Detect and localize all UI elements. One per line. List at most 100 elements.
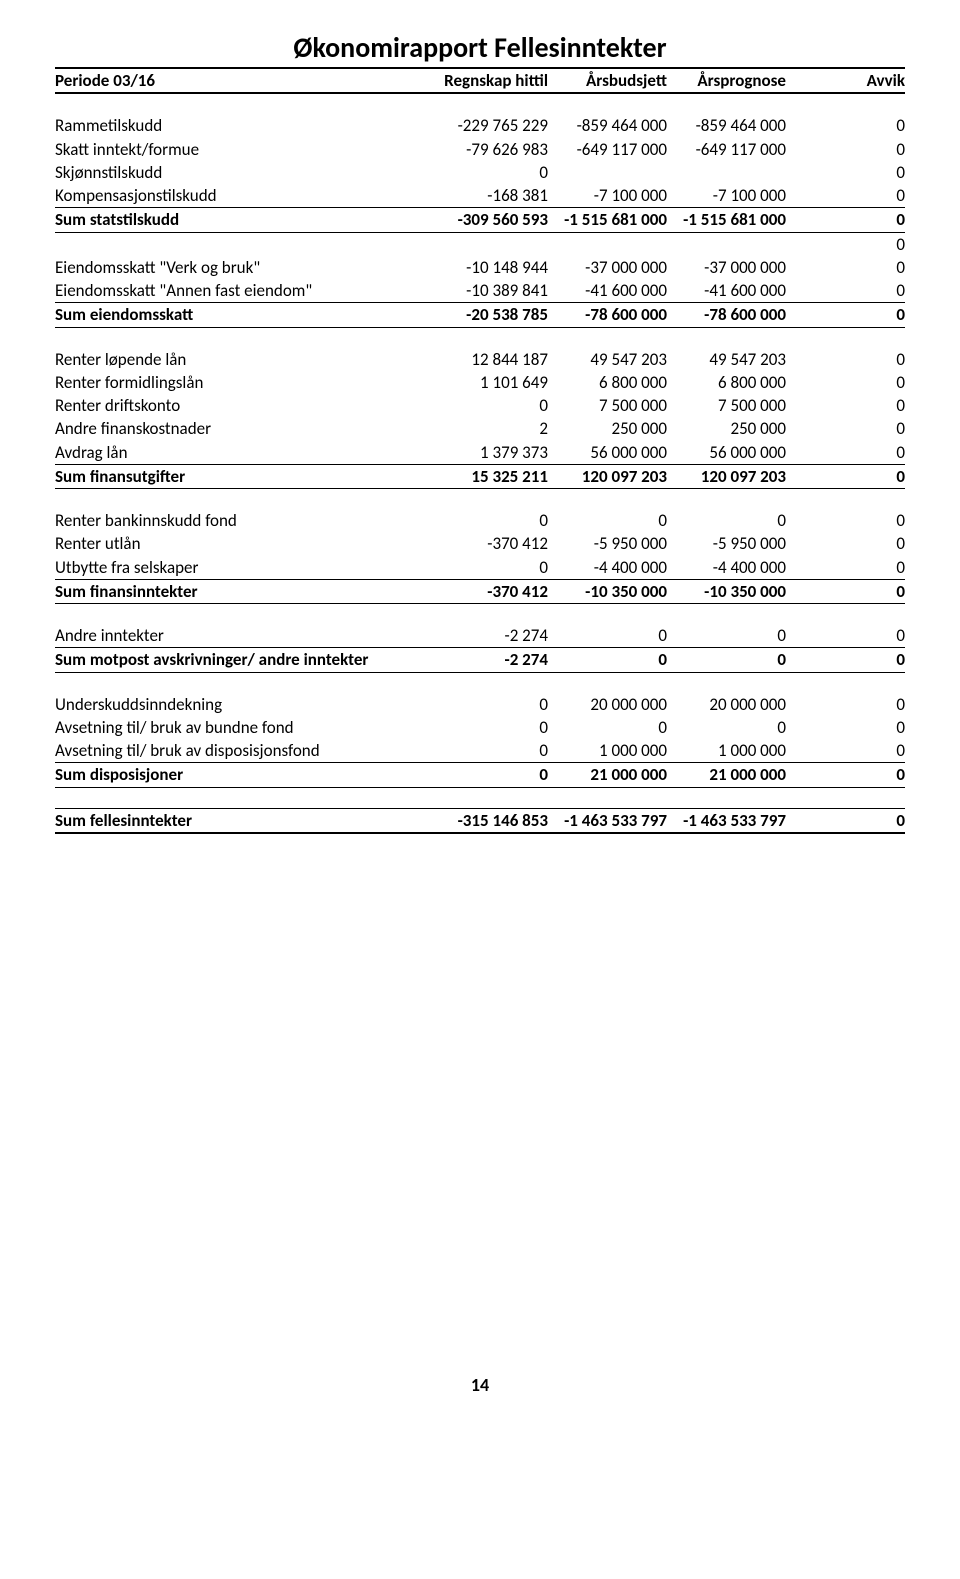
row-label: Andre inntekter: [55, 624, 429, 648]
cell: -649 117 000: [667, 138, 786, 161]
cell: 7 500 000: [667, 394, 786, 417]
financial-table: Periode 03/16 Regnskap hittil Årsbudsjet…: [55, 67, 905, 834]
cell: 6 800 000: [667, 371, 786, 394]
table-row: Eiendomsskatt "Annen fast eiendom" -10 3…: [55, 279, 905, 303]
sum-row: Sum finansutgifter 15 325 211 120 097 20…: [55, 464, 905, 488]
sum-row: Sum eiendomsskatt -20 538 785 -78 600 00…: [55, 303, 905, 327]
cell: 0: [786, 532, 905, 555]
cell: 0: [429, 693, 548, 716]
cell: -5 950 000: [667, 532, 786, 555]
sum-label: Sum disposisjoner: [55, 763, 429, 787]
cell: 2: [429, 417, 548, 440]
sum-label: Sum motpost avskrivninger/ andre inntekt…: [55, 648, 429, 672]
cell: 0: [786, 624, 905, 648]
table-row: Renter løpende lån 12 844 187 49 547 203…: [55, 348, 905, 371]
table-row: Renter formidlingslån 1 101 649 6 800 00…: [55, 371, 905, 394]
cell: 0: [786, 394, 905, 417]
sum-row: Sum motpost avskrivninger/ andre inntekt…: [55, 648, 905, 672]
trailing-row: 0: [55, 232, 905, 256]
cell: -859 464 000: [667, 114, 786, 137]
row-label: Eiendomsskatt "Verk og bruk": [55, 256, 429, 279]
table-row: Utbytte fra selskaper 0 -4 400 000 -4 40…: [55, 556, 905, 580]
cell: 0: [786, 279, 905, 303]
cell: 0: [429, 763, 548, 787]
cell: 250 000: [667, 417, 786, 440]
cell: 0: [667, 509, 786, 532]
cell: -78 600 000: [667, 303, 786, 327]
cell: 21 000 000: [548, 763, 667, 787]
cell: -859 464 000: [548, 114, 667, 137]
cell: 21 000 000: [667, 763, 786, 787]
cell: 0: [786, 256, 905, 279]
cell: -41 600 000: [667, 279, 786, 303]
row-label: Avsetning til/ bruk av bundne fond: [55, 716, 429, 739]
cell: -10 350 000: [667, 579, 786, 603]
row-label: Renter løpende lån: [55, 348, 429, 371]
cell: -1 463 533 797: [667, 808, 786, 833]
row-label: Underskuddsinndekning: [55, 693, 429, 716]
table-row: Kompensasjonstilskudd -168 381 -7 100 00…: [55, 184, 905, 208]
cell: -649 117 000: [548, 138, 667, 161]
table-row: Andre finanskostnader 2 250 000 250 000 …: [55, 417, 905, 440]
table-row: Renter utlån -370 412 -5 950 000 -5 950 …: [55, 532, 905, 555]
cell: -229 765 229: [429, 114, 548, 137]
cell: -37 000 000: [548, 256, 667, 279]
cell: 0: [548, 509, 667, 532]
table-header-row: Periode 03/16 Regnskap hittil Årsbudsjet…: [55, 68, 905, 93]
col-period: Periode 03/16: [55, 68, 429, 93]
cell: 0: [786, 556, 905, 580]
sum-label: Sum eiendomsskatt: [55, 303, 429, 327]
sum-label: Sum statstilskudd: [55, 208, 429, 232]
row-label: Renter utlån: [55, 532, 429, 555]
cell: 0: [786, 138, 905, 161]
cell: -1 515 681 000: [667, 208, 786, 232]
cell: -309 560 593: [429, 208, 548, 232]
cell: 0: [786, 441, 905, 465]
sum-row: Sum disposisjoner 0 21 000 000 21 000 00…: [55, 763, 905, 787]
page-number: 14: [55, 1374, 905, 1396]
cell: 0: [429, 161, 548, 184]
cell: -2 274: [429, 624, 548, 648]
col-arsbudsjett: Årsbudsjett: [548, 68, 667, 93]
cell: 0: [786, 348, 905, 371]
cell: 12 844 187: [429, 348, 548, 371]
col-avvik: Avvik: [786, 68, 905, 93]
row-label: Rammetilskudd: [55, 114, 429, 137]
table-row: Avsetning til/ bruk av disposisjonsfond …: [55, 739, 905, 763]
table-row: Rammetilskudd -229 765 229 -859 464 000 …: [55, 114, 905, 137]
cell: 0: [786, 232, 905, 256]
cell: 1 101 649: [429, 371, 548, 394]
cell: 0: [429, 716, 548, 739]
table-row: Renter bankinnskudd fond 0 0 0 0: [55, 509, 905, 532]
cell: 0: [667, 648, 786, 672]
row-label: Utbytte fra selskaper: [55, 556, 429, 580]
cell: 0: [786, 464, 905, 488]
row-label: Andre finanskostnader: [55, 417, 429, 440]
cell: 0: [786, 716, 905, 739]
row-label: Renter driftskonto: [55, 394, 429, 417]
cell: 56 000 000: [667, 441, 786, 465]
cell: -4 400 000: [548, 556, 667, 580]
cell: 0: [786, 509, 905, 532]
cell: 0: [786, 808, 905, 833]
row-label: Avdrag lån: [55, 441, 429, 465]
cell: 1 000 000: [548, 739, 667, 763]
col-regnskap: Regnskap hittil: [429, 68, 548, 93]
cell: 20 000 000: [667, 693, 786, 716]
cell: 20 000 000: [548, 693, 667, 716]
cell: -315 146 853: [429, 808, 548, 833]
cell: 0: [429, 739, 548, 763]
cell: 0: [548, 648, 667, 672]
table-row: Avsetning til/ bruk av bundne fond 0 0 0…: [55, 716, 905, 739]
table-row: Skjønnstilskudd 0 0: [55, 161, 905, 184]
table-row: Eiendomsskatt "Verk og bruk" -10 148 944…: [55, 256, 905, 279]
cell: -79 626 983: [429, 138, 548, 161]
cell: 0: [786, 739, 905, 763]
row-label: Skatt inntekt/formue: [55, 138, 429, 161]
cell: 120 097 203: [667, 464, 786, 488]
row-label: Avsetning til/ bruk av disposisjonsfond: [55, 739, 429, 763]
col-arsprognose: Årsprognose: [667, 68, 786, 93]
cell: 7 500 000: [548, 394, 667, 417]
cell: 56 000 000: [548, 441, 667, 465]
cell: 0: [548, 624, 667, 648]
